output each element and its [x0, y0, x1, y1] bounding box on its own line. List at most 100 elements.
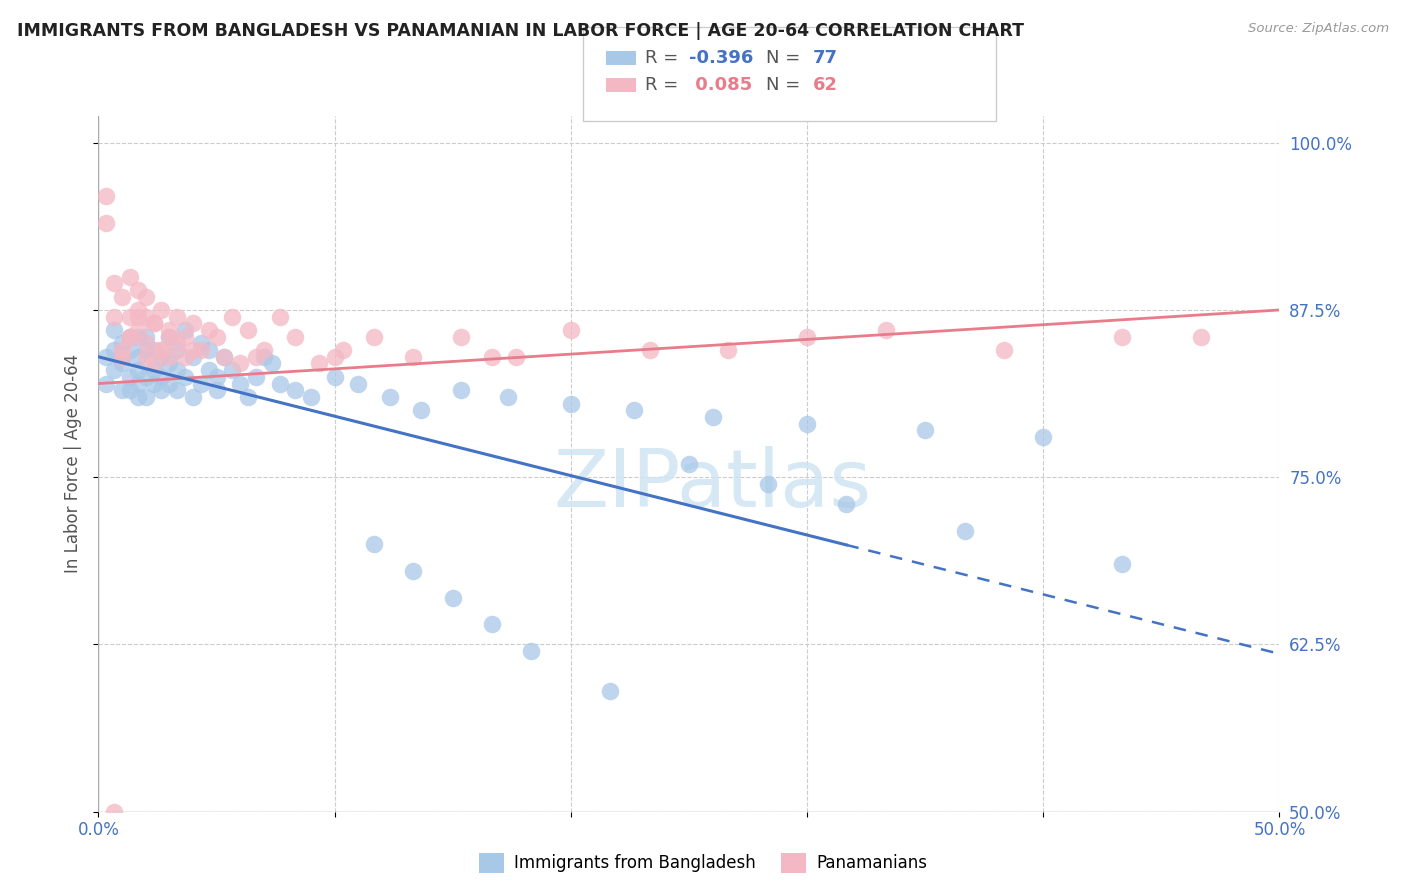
Text: Source: ZipAtlas.com: Source: ZipAtlas.com [1249, 22, 1389, 36]
Point [229, 357, 252, 371]
Point [103, 805, 125, 819]
Point [560, 323, 582, 337]
Point [197, 343, 219, 358]
Point [118, 330, 141, 344]
Point [914, 424, 936, 438]
Point [118, 343, 141, 358]
Point [481, 350, 503, 364]
Point [127, 283, 149, 297]
Point [103, 310, 125, 324]
Point [96, 376, 118, 391]
Text: 62: 62 [813, 76, 838, 94]
Point [174, 350, 197, 364]
Point [150, 370, 173, 384]
Point [142, 376, 165, 391]
Point [560, 396, 582, 410]
FancyBboxPatch shape [582, 27, 995, 120]
Point [245, 370, 267, 384]
Point [1032, 430, 1054, 444]
Point [756, 477, 779, 491]
Point [142, 357, 165, 371]
Point [157, 323, 180, 337]
Point [127, 390, 149, 404]
Point [111, 343, 134, 358]
Point [135, 390, 157, 404]
Point [118, 269, 141, 284]
Point [111, 289, 134, 303]
Point [875, 323, 897, 337]
Point [221, 363, 243, 377]
FancyBboxPatch shape [606, 78, 636, 92]
Point [835, 497, 858, 511]
Point [205, 384, 228, 398]
Point [127, 376, 149, 391]
Point [142, 343, 165, 358]
Point [96, 216, 118, 230]
Point [181, 390, 204, 404]
Point [332, 343, 354, 358]
Point [308, 357, 330, 371]
Point [103, 343, 125, 358]
Point [111, 350, 134, 364]
Point [599, 684, 621, 698]
Point [111, 357, 134, 371]
Point [481, 617, 503, 632]
Point [111, 350, 134, 364]
Point [181, 343, 204, 358]
Point [197, 363, 219, 377]
Point [796, 417, 818, 431]
Point [118, 330, 141, 344]
Point [347, 376, 370, 391]
Point [166, 384, 188, 398]
Point [1189, 330, 1212, 344]
Point [135, 370, 157, 384]
Point [150, 343, 173, 358]
Point [190, 336, 212, 351]
Point [197, 323, 219, 337]
Text: -0.396: -0.396 [689, 49, 754, 67]
Point [135, 343, 157, 358]
Point [520, 644, 543, 658]
Point [496, 390, 519, 404]
Point [953, 524, 976, 538]
Point [229, 376, 252, 391]
Point [118, 310, 141, 324]
Point [284, 330, 307, 344]
Point [118, 330, 141, 344]
Text: 77: 77 [813, 49, 838, 67]
Point [174, 323, 197, 337]
Point [450, 384, 472, 398]
Point [702, 410, 724, 425]
Point [118, 384, 141, 398]
Point [214, 350, 236, 364]
Point [111, 384, 134, 398]
Point [623, 403, 645, 417]
Point [174, 370, 197, 384]
Point [181, 350, 204, 364]
Point [363, 330, 385, 344]
Point [150, 350, 173, 364]
Point [166, 310, 188, 324]
Point [378, 390, 401, 404]
Point [236, 390, 259, 404]
Point [118, 370, 141, 384]
Point [127, 330, 149, 344]
Point [299, 390, 322, 404]
Point [221, 310, 243, 324]
Point [402, 564, 425, 578]
Point [505, 350, 527, 364]
Point [150, 343, 173, 358]
Point [150, 384, 173, 398]
Point [135, 330, 157, 344]
Point [127, 310, 149, 324]
Point [103, 323, 125, 337]
Point [269, 376, 291, 391]
Point [103, 363, 125, 377]
Text: 0.085: 0.085 [689, 76, 752, 94]
Point [135, 310, 157, 324]
Point [363, 537, 385, 551]
Point [1111, 557, 1133, 572]
Point [441, 591, 464, 605]
Point [253, 350, 276, 364]
Point [678, 457, 700, 471]
